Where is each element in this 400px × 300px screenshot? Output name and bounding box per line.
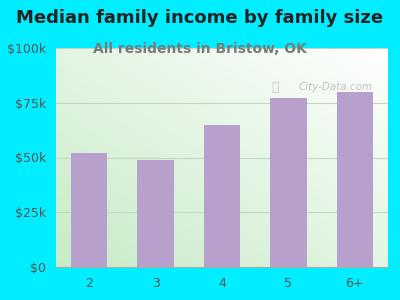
Text: Ⓜ: Ⓜ — [272, 81, 279, 94]
Text: City-Data.com: City-Data.com — [298, 82, 372, 92]
Bar — [336, 92, 373, 267]
Bar — [137, 160, 174, 267]
Bar — [336, 92, 373, 267]
Text: Median family income by family size: Median family income by family size — [16, 9, 384, 27]
Bar — [71, 153, 108, 267]
Bar — [270, 98, 307, 267]
Bar — [137, 160, 174, 267]
Bar — [71, 153, 108, 267]
Bar — [204, 125, 240, 267]
Bar — [204, 125, 240, 267]
Bar — [270, 98, 307, 267]
Text: All residents in Bristow, OK: All residents in Bristow, OK — [93, 42, 307, 56]
